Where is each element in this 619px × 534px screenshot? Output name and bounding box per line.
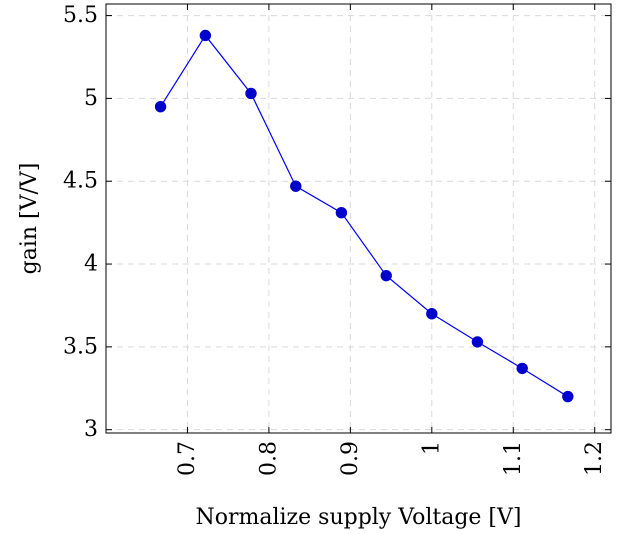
y-tick-label: 5 bbox=[84, 86, 98, 111]
data-point bbox=[335, 207, 348, 219]
data-point bbox=[516, 362, 528, 375]
y-tick-label: 4.5 bbox=[63, 169, 98, 194]
grid-lines bbox=[106, 4, 611, 433]
y-tick-label: 3.5 bbox=[63, 334, 98, 359]
data-point bbox=[380, 269, 392, 282]
x-tick-label: 0.8 bbox=[256, 441, 281, 476]
data-point bbox=[245, 87, 257, 100]
data-point bbox=[562, 390, 574, 403]
x-tick-label: 1 bbox=[419, 441, 444, 455]
plot-area-frame bbox=[105, 3, 612, 434]
data-point bbox=[154, 100, 167, 113]
axis-ticks: 0.7 0.8 0.9 1 1.1 1.2 3 3.5 4 4.5 5 5.5 bbox=[63, 3, 611, 476]
x-axis-title: Normalize supply Voltage [V] bbox=[195, 505, 521, 530]
x-tick-label: 1.1 bbox=[501, 441, 526, 476]
y-tick-label: 3 bbox=[84, 417, 98, 442]
data-point bbox=[290, 180, 302, 192]
y-axis-title: gain [V/V] bbox=[17, 163, 42, 275]
x-tick-label: 0.9 bbox=[338, 441, 363, 476]
y-tick-label: 4 bbox=[84, 252, 98, 277]
data-series bbox=[154, 29, 574, 403]
x-tick-label: 0.7 bbox=[175, 441, 200, 476]
y-tick-label: 5.5 bbox=[63, 3, 98, 28]
data-point bbox=[426, 308, 438, 320]
data-point bbox=[471, 336, 484, 348]
data-point bbox=[199, 29, 212, 42]
series-line bbox=[160, 34, 569, 398]
x-tick-label: 1.2 bbox=[582, 441, 607, 476]
